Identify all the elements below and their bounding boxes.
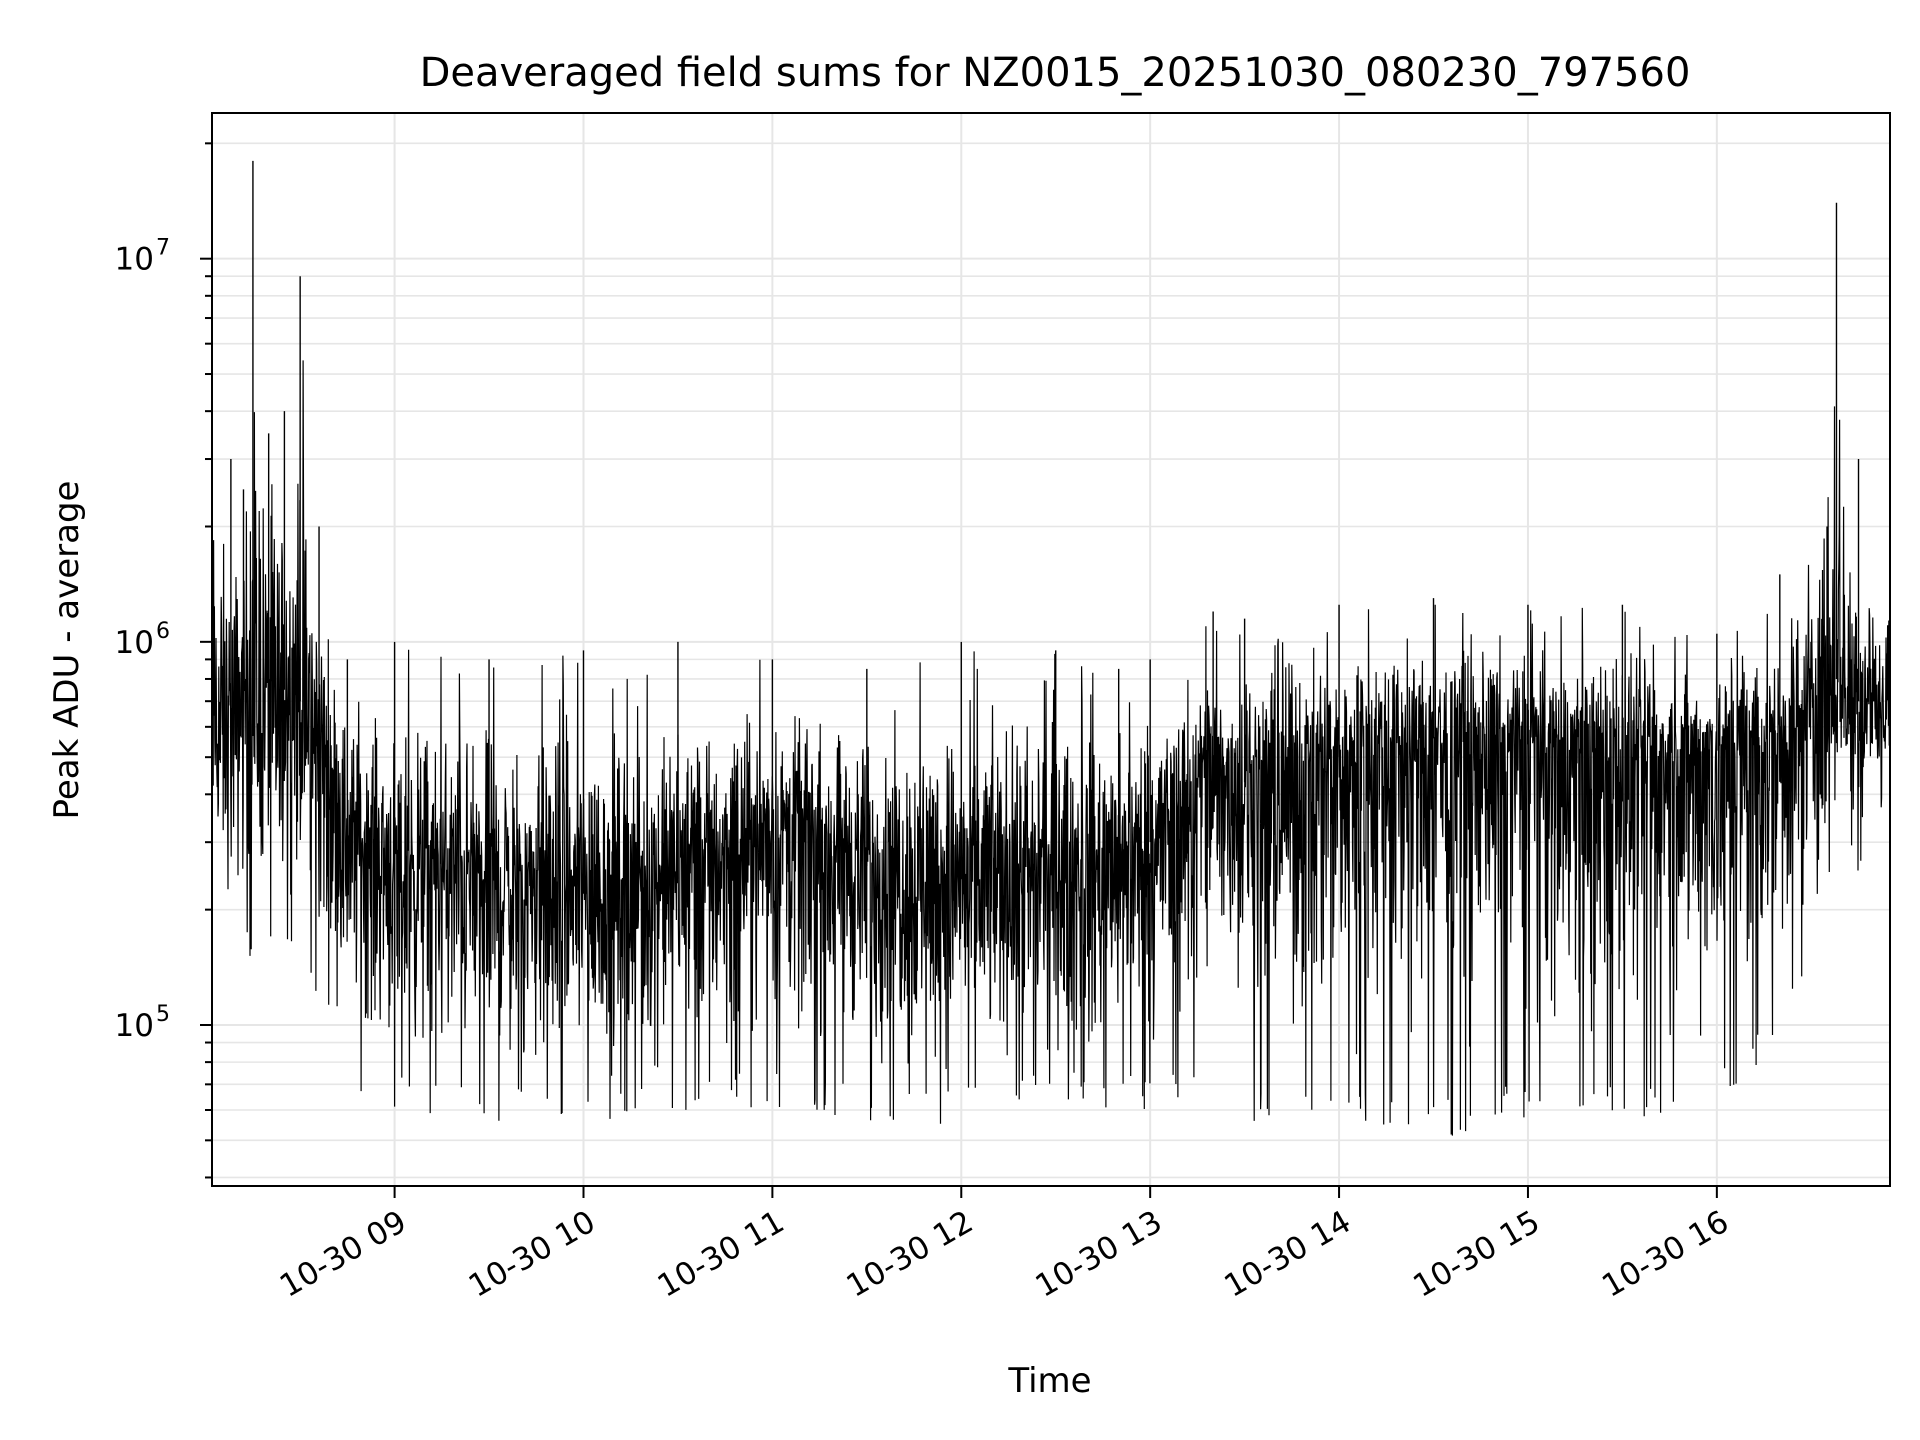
plot-frame <box>211 112 1891 1187</box>
y-tick-label-exponent: 6 <box>156 619 170 644</box>
y-tick-label-exponent: 7 <box>156 236 170 261</box>
y-tick-label: 10 <box>115 1008 154 1044</box>
x-axis-label: Time <box>1007 1361 1091 1401</box>
y-axis-label: Peak ADU - average <box>47 481 87 820</box>
plot-area <box>212 160 1890 1136</box>
y-tick-label: 10 <box>115 242 154 278</box>
series-line <box>212 360 1890 1136</box>
chart-title: Deaveraged field sums for NZ0015_2025103… <box>420 50 1691 96</box>
y-tick-label-exponent: 5 <box>156 1002 170 1027</box>
y-tick-label: 10 <box>115 625 154 661</box>
